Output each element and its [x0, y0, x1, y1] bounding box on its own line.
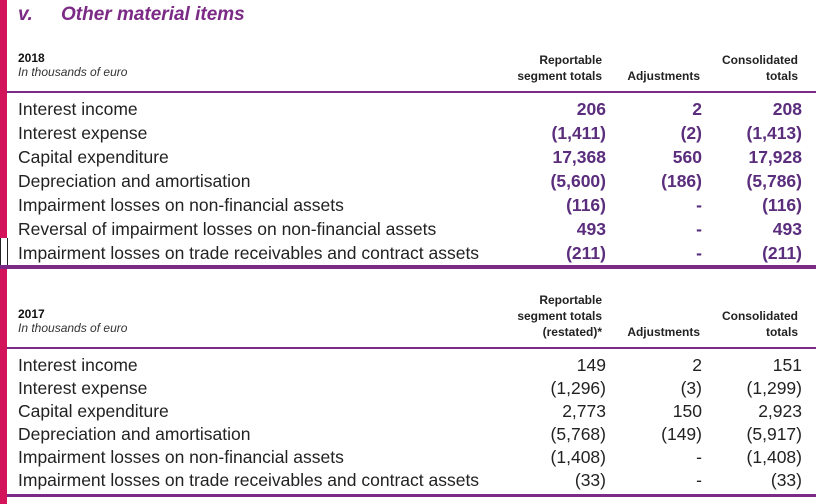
unit-label: In thousands of euro — [18, 65, 128, 79]
row-label: Capital expenditure — [18, 401, 169, 421]
table-row: Capital expenditure 17,368 560 17,928 — [18, 145, 804, 169]
consolidated-value: 208 — [772, 99, 802, 119]
year-label: 2017 — [18, 307, 45, 321]
table-row: Depreciation and amortisation (5,600) (1… — [18, 169, 804, 193]
segment-value: 493 — [576, 219, 606, 239]
col-header-adjustments: Adjustments — [627, 325, 700, 339]
adjustment-value: - — [696, 447, 702, 467]
table-header-2018: 2018 In thousands of euro — [18, 51, 127, 79]
year-label: 2018 — [18, 51, 45, 65]
header-rule — [7, 347, 816, 349]
accent-bar — [0, 268, 7, 504]
table-bottom-rule — [7, 494, 816, 497]
adjustment-value: 2 — [692, 99, 702, 119]
row-label: Reversal of impairment losses on non-fin… — [18, 219, 437, 239]
segment-value: (1,296) — [550, 378, 606, 398]
adjustment-value: (186) — [661, 171, 702, 191]
segment-value: 17,368 — [552, 147, 606, 167]
segment-value: 206 — [576, 99, 606, 119]
segment-value: (211) — [566, 243, 606, 263]
row-label: Impairment losses on trade receivables a… — [18, 243, 480, 263]
adjustment-value: - — [696, 195, 702, 215]
adjustment-value: - — [696, 243, 702, 263]
row-label: Interest expense — [18, 123, 148, 143]
consolidated-value: 493 — [772, 219, 802, 239]
consolidated-value: (5,917) — [746, 424, 802, 444]
table-header-2017: 2017 In thousands of euro — [18, 307, 127, 335]
table-row: Interest expense (1,411) (2) (1,413) — [18, 121, 804, 145]
consolidated-value: 2,923 — [758, 401, 802, 421]
row-label: Interest income — [18, 355, 138, 375]
segment-value: (116) — [566, 195, 606, 215]
row-label: Depreciation and amortisation — [18, 171, 251, 191]
adjustment-value: - — [696, 470, 702, 490]
accent-bar — [0, 0, 7, 238]
header-rule — [7, 91, 816, 93]
row-label: Depreciation and amortisation — [18, 424, 251, 444]
segment-value: (1,411) — [551, 123, 606, 143]
col-header-adjustments: Adjustments — [627, 69, 700, 83]
adjustment-value: (2) — [680, 123, 702, 143]
consolidated-value: (1,413) — [746, 123, 802, 143]
row-label: Impairment losses on trade receivables a… — [18, 470, 480, 490]
section-number: v. — [18, 4, 33, 25]
row-label: Impairment losses on non-financial asset… — [18, 195, 344, 215]
adjustment-value: 2 — [692, 355, 702, 375]
segment-value: 2,773 — [562, 401, 606, 421]
unit-label: In thousands of euro — [18, 321, 128, 335]
segment-value: (5,768) — [550, 424, 606, 444]
row-label: Interest income — [18, 99, 138, 119]
consolidated-value: (1,408) — [746, 447, 802, 467]
table-row: Interest income 206 2 208 — [18, 97, 804, 121]
row-label: Interest expense — [18, 378, 148, 398]
table-row: Impairment losses on trade receivables a… — [18, 468, 804, 492]
table-row: Impairment losses on non-financial asset… — [18, 193, 804, 217]
table-row: Impairment losses on non-financial asset… — [18, 445, 804, 469]
segment-value: 149 — [576, 355, 606, 375]
col-header-segment: Reportable segment totals (restated)* — [517, 293, 602, 339]
accent-bar-gap — [0, 238, 8, 266]
table-bottom-rule — [0, 265, 816, 269]
col-header-consolidated: Consolidated totals — [721, 53, 798, 83]
adjustment-value: 150 — [672, 401, 702, 421]
consolidated-value: (1,299) — [746, 378, 802, 398]
adjustment-value: (149) — [661, 424, 702, 444]
table-row: Interest expense (1,296) (3) (1,299) — [18, 376, 804, 400]
col-header-consolidated: Consolidated totals — [721, 309, 798, 339]
table-row: Impairment losses on trade receivables a… — [18, 241, 804, 265]
col-header-segment: Reportable segment totals — [517, 53, 602, 83]
consolidated-value: 17,928 — [748, 147, 802, 167]
table-row: Capital expenditure 2,773 150 2,923 — [18, 399, 804, 423]
adjustment-value: 560 — [672, 147, 702, 167]
segment-value: (33) — [574, 470, 606, 490]
consolidated-value: (5,786) — [746, 171, 802, 191]
table-row: Depreciation and amortisation (5,768) (1… — [18, 422, 804, 446]
consolidated-value: (33) — [770, 470, 802, 490]
row-label: Capital expenditure — [18, 147, 169, 167]
consolidated-value: (116) — [762, 195, 802, 215]
segment-value: (1,408) — [550, 447, 606, 467]
consolidated-value: 151 — [772, 355, 802, 375]
table-row: Reversal of impairment losses on non-fin… — [18, 217, 804, 241]
consolidated-value: (211) — [762, 243, 802, 263]
section-title: v. Other material items — [18, 4, 245, 26]
row-label: Impairment losses on non-financial asset… — [18, 447, 344, 467]
adjustment-value: - — [696, 219, 702, 239]
segment-value: (5,600) — [550, 171, 606, 191]
section-title-text: Other material items — [61, 4, 245, 25]
table-row: Interest income 149 2 151 — [18, 353, 804, 377]
adjustment-value: (3) — [680, 378, 702, 398]
